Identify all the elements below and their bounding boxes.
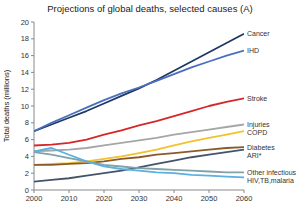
y-tick-label: 12 <box>21 85 29 94</box>
y-tick <box>31 55 34 56</box>
x-tick <box>209 190 210 193</box>
series-label: ARI* <box>247 152 262 159</box>
x-tick-label: 2030 <box>131 194 148 203</box>
x-tick-label: 2020 <box>96 194 113 203</box>
series-line <box>34 147 244 165</box>
x-tick <box>174 190 175 193</box>
x-tick-label: 2000 <box>26 194 43 203</box>
series-line <box>34 51 244 132</box>
x-tick-label: 2040 <box>166 194 183 203</box>
y-tick <box>31 106 34 107</box>
x-tick <box>69 190 70 193</box>
y-tick-label: 10 <box>21 102 29 111</box>
title: Projections of global deaths, selected c… <box>47 3 252 14</box>
y-tick <box>31 22 34 23</box>
x-tick-label: 2050 <box>201 194 218 203</box>
series-line <box>34 98 244 145</box>
y-tick <box>31 38 34 39</box>
series-line <box>34 131 244 165</box>
y-tick-label: 2 <box>25 169 29 178</box>
x-tick-label: 2010 <box>61 194 78 203</box>
x-tick <box>104 190 105 193</box>
x-tick <box>244 190 245 193</box>
series-line <box>34 150 244 182</box>
plot-lines <box>34 34 244 182</box>
series-label: Injuries <box>247 121 270 129</box>
x-tick <box>139 190 140 193</box>
x-tick-label: 2060 <box>236 194 253 203</box>
series-label: Other infectious <box>247 169 297 176</box>
series-line <box>34 34 244 131</box>
y-tick <box>31 72 34 73</box>
y-tick-label: 16 <box>21 51 29 60</box>
y-tick-label: 20 <box>21 18 29 27</box>
y-tick <box>31 173 34 174</box>
y-tick-label: 18 <box>21 34 29 43</box>
series-label: IHD <box>247 47 259 54</box>
x-tick <box>34 190 35 193</box>
y-tick-label: 4 <box>25 152 29 161</box>
y-tick-label: 8 <box>25 118 29 127</box>
series-label: COPD <box>247 129 267 136</box>
y-tick-label: 14 <box>21 68 29 77</box>
y-tick <box>31 156 34 157</box>
chart: Projections of global deaths, selected c… <box>0 0 300 212</box>
y-tick <box>31 122 34 123</box>
y-label: Total deaths (millions) <box>2 69 11 142</box>
series-line <box>34 152 244 172</box>
series-label: Stroke <box>247 95 267 102</box>
series-line <box>34 148 244 177</box>
series-label: Diabetes <box>247 144 275 151</box>
y-tick-label: 6 <box>25 135 29 144</box>
y-tick <box>31 139 34 140</box>
series-label: HIV,TB,malaria <box>247 177 294 184</box>
y-tick <box>31 89 34 90</box>
series-label: Cancer <box>247 30 270 37</box>
